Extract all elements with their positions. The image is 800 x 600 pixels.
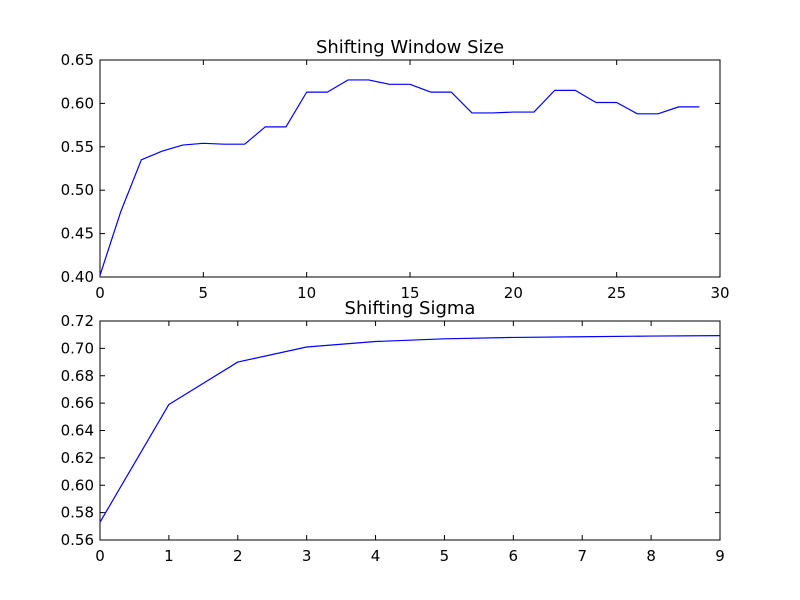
- top-chart-title: Shifting Window Size: [316, 37, 504, 58]
- bottom-chart-title: Shifting Sigma: [345, 298, 476, 319]
- bottom-chart-y-tick-label: 0.56: [61, 531, 94, 549]
- top-chart-series-line: [99, 79, 700, 276]
- top-chart-y-tick-label: 0.45: [61, 225, 94, 243]
- bottom-chart-y-tick-label: 0.62: [61, 449, 94, 467]
- top-chart-plot: 0 5 10 15 20 25 30 0.40 0.45 0.50 0.55 0.60 0.65: [61, 51, 730, 302]
- bottom-chart-x-tick-label: 1: [164, 547, 174, 565]
- top-chart-y-tick-label: 0.40: [61, 268, 94, 286]
- top-chart-y-tick-label: 0.65: [61, 51, 94, 69]
- bottom-chart-x-tick-label: 4: [371, 547, 381, 565]
- bottom-chart-y-tick-label: 0.58: [61, 504, 94, 522]
- bottom-chart-y-tick-label: 0.70: [61, 339, 94, 357]
- top-chart-x-tick-label: 20: [504, 284, 523, 302]
- top-chart-x-tick-label: 10: [297, 284, 316, 302]
- bottom-chart-x-tick-label: 2: [233, 547, 243, 565]
- bottom-chart-y-tick-label: 0.72: [61, 312, 94, 330]
- bottom-chart: Shifting Sigma 0 1 2 3 4 5 6 7 8 9 0.56 0.58 0.60 0.6…: [61, 298, 725, 565]
- bottom-chart-y-tick-label: 0.66: [61, 394, 94, 412]
- bottom-chart-x-tick-label: 5: [440, 547, 450, 565]
- top-chart-x-tick-label: 25: [607, 284, 626, 302]
- top-chart: Shifting Window Size 0 5 10 15 20 25 30 0.40 0.4…: [61, 37, 730, 302]
- bottom-chart-x-tick-label: 7: [577, 547, 587, 565]
- bottom-chart-x-tick-label: 6: [509, 547, 519, 565]
- bottom-chart-x-tick-label: 9: [715, 547, 725, 565]
- top-chart-x-tick-label: 30: [710, 284, 729, 302]
- bottom-chart-y-tick-label: 0.64: [61, 422, 94, 440]
- top-chart-x-tick-label: 0: [95, 284, 105, 302]
- bottom-chart-x-tick-label: 3: [302, 547, 312, 565]
- bottom-chart-y-tick-label: 0.60: [61, 476, 94, 494]
- bottom-chart-series-line: [99, 335, 721, 523]
- top-chart-y-tick-label: 0.55: [61, 138, 94, 156]
- top-chart-x-tick-label: 15: [400, 284, 419, 302]
- bottom-chart-frame: [99, 320, 721, 541]
- bottom-chart-plot: 0 1 2 3 4 5 6 7 8 9 0.56 0.58 0.60 0.62 0.64 0.66 0.68 0.…: [61, 312, 725, 565]
- bottom-chart-y-tick-label: 0.68: [61, 367, 94, 385]
- top-chart-x-tick-label: 5: [199, 284, 209, 302]
- top-chart-frame: [99, 59, 721, 278]
- top-chart-y-tick-label: 0.60: [61, 94, 94, 112]
- bottom-chart-x-tick-label: 8: [646, 547, 656, 565]
- top-chart-y-tick-label: 0.50: [61, 181, 94, 199]
- bottom-chart-x-tick-label: 0: [95, 547, 105, 565]
